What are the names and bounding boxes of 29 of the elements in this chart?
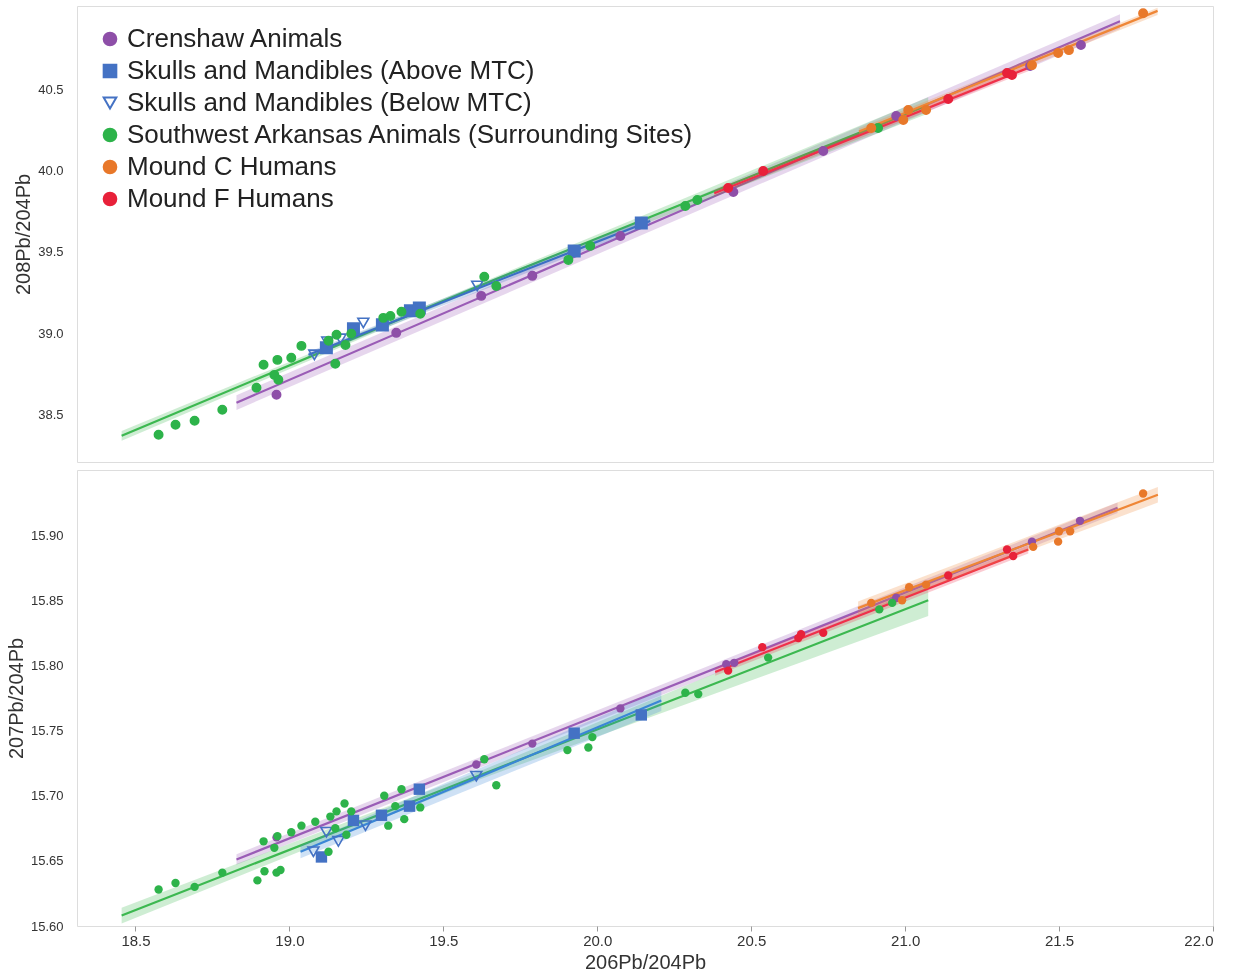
x-tick-label: 19.5: [429, 931, 459, 949]
x-tick-label: 19.0: [275, 931, 305, 949]
legend-label: Mound C Humans: [127, 151, 337, 181]
x-tick-label: 21.0: [891, 931, 921, 949]
y-tick-label: 40.5: [38, 81, 64, 97]
legend-label: Skulls and Mandibles (Above MTC): [127, 55, 535, 85]
y-tick-label: 15.85: [30, 592, 64, 608]
y-tick-label: 40.0: [38, 162, 64, 178]
legend-label: Mound F Humans: [127, 183, 334, 213]
y-tick-label: 15.90: [30, 527, 64, 543]
x-axis-title: 206Pb/204Pb: [584, 950, 707, 973]
x-tick-label: 20.5: [737, 931, 767, 949]
y-tick-label: 39.5: [38, 244, 64, 260]
y-tick-label: 15.75: [30, 723, 64, 739]
y-tick-label: 15.65: [30, 853, 64, 869]
x-tick-label: 21.5: [1044, 931, 1075, 949]
y-tick-label: 38.5: [38, 407, 64, 423]
x-tick-label: 18.5: [121, 931, 151, 949]
legend-label: Southwest Arkansas Animals (Surrounding Sites): [127, 119, 693, 149]
y-tick-label: 15.70: [30, 788, 64, 804]
y-axis-title: 207Pb/204Pb: [4, 637, 27, 760]
y-axis-title: 208Pb/204Pb: [12, 173, 35, 296]
y-tick-label: 15.80: [30, 657, 64, 673]
legend-label: Skulls and Mandibles (Below MTC): [127, 87, 532, 117]
legend-label: Crenshaw Animals: [127, 23, 343, 53]
y-tick-label: 39.0: [38, 325, 64, 341]
x-tick-label: 22.0: [1184, 931, 1214, 949]
x-tick-label: 20.0: [583, 931, 613, 949]
y-tick-label: 15.60: [30, 918, 64, 934]
